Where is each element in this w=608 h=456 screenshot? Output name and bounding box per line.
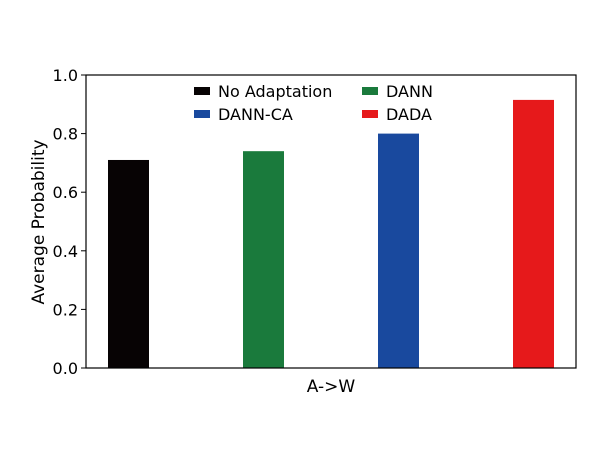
legend-swatch xyxy=(362,110,378,118)
y-tick-label: 0.8 xyxy=(53,125,78,144)
legend-label: DANN xyxy=(386,82,433,101)
legend-background xyxy=(187,78,475,128)
legend: No Adaptation DANN DANN-CA DADA xyxy=(187,78,475,128)
plot-frame xyxy=(85,74,577,369)
bar-no-adaptation xyxy=(108,159,149,368)
bar-dada xyxy=(513,99,554,368)
legend-swatch xyxy=(194,110,210,118)
y-tick-label: 0.0 xyxy=(53,359,78,378)
legend-label: No Adaptation xyxy=(218,82,332,101)
x-axis-label: A->W xyxy=(307,377,356,397)
legend-swatch xyxy=(362,87,378,95)
y-axis-ticks: 0.0 0.2 0.4 0.6 0.8 1.0 xyxy=(53,66,86,378)
legend-label: DADA xyxy=(386,105,432,124)
legend-label: DANN-CA xyxy=(218,105,293,124)
y-tick-label: 0.4 xyxy=(53,242,78,261)
y-tick-label: 0.2 xyxy=(53,300,78,319)
legend-swatch xyxy=(194,87,210,95)
y-axis-label: Average Probability xyxy=(29,139,49,304)
bars-group xyxy=(108,99,554,368)
bar-dann-ca xyxy=(378,133,419,368)
y-tick-label: 0.6 xyxy=(53,183,78,202)
bar-dann xyxy=(243,151,284,368)
y-tick-label: 1.0 xyxy=(53,66,78,85)
